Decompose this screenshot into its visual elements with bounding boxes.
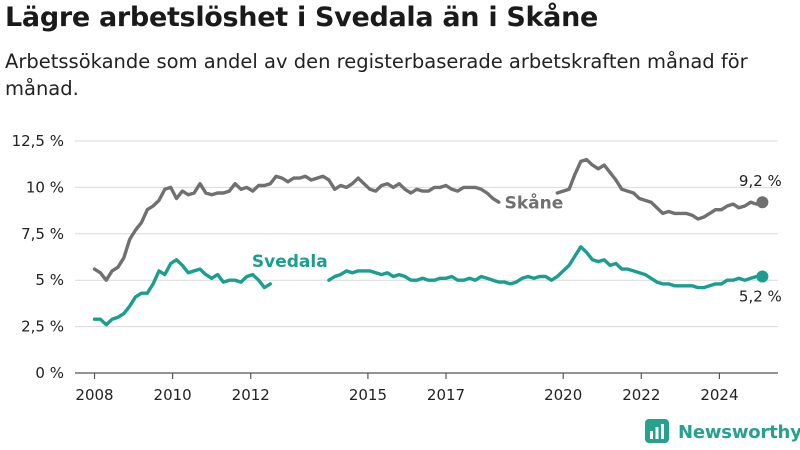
x-tick-label: 2012 bbox=[232, 386, 270, 404]
x-tick-label: 2022 bbox=[622, 386, 660, 404]
series-end-dot bbox=[756, 196, 769, 209]
y-tick-label: 12,5 % bbox=[12, 132, 64, 150]
x-tick-label: 2008 bbox=[75, 386, 113, 404]
series-end-dot bbox=[756, 270, 769, 283]
x-tick-label: 2024 bbox=[700, 386, 738, 404]
brand-name: Newsworthy bbox=[678, 421, 800, 443]
newsworthy-logo-icon bbox=[645, 419, 669, 443]
chart-title: Lägre arbetslöshet i Svedala än i Skåne bbox=[5, 2, 599, 33]
y-tick-label: 7,5 % bbox=[21, 225, 64, 243]
y-tick-label: 5 % bbox=[35, 271, 64, 289]
x-tick-label: 2020 bbox=[544, 386, 582, 404]
y-tick-label: 2,5 % bbox=[21, 318, 64, 336]
series-name-label: Svedala bbox=[252, 252, 328, 272]
x-tick-label: 2017 bbox=[427, 386, 465, 404]
y-tick-label: 10 % bbox=[26, 178, 64, 196]
x-tick-label: 2010 bbox=[154, 386, 192, 404]
chart-subtitle: Arbetssökande som andel av den registerb… bbox=[5, 50, 748, 100]
y-tick-label: 0 % bbox=[35, 364, 64, 382]
series-end-value-label: 5,2 % bbox=[739, 287, 782, 305]
series-line-svedala bbox=[92, 245, 765, 327]
series-end-value-label: 9,2 % bbox=[739, 172, 782, 190]
series-name-label: Skåne bbox=[505, 192, 564, 214]
series-line-skne bbox=[92, 157, 765, 282]
brand-logo: Newsworthy bbox=[644, 418, 800, 446]
x-tick-label: 2015 bbox=[349, 386, 387, 404]
